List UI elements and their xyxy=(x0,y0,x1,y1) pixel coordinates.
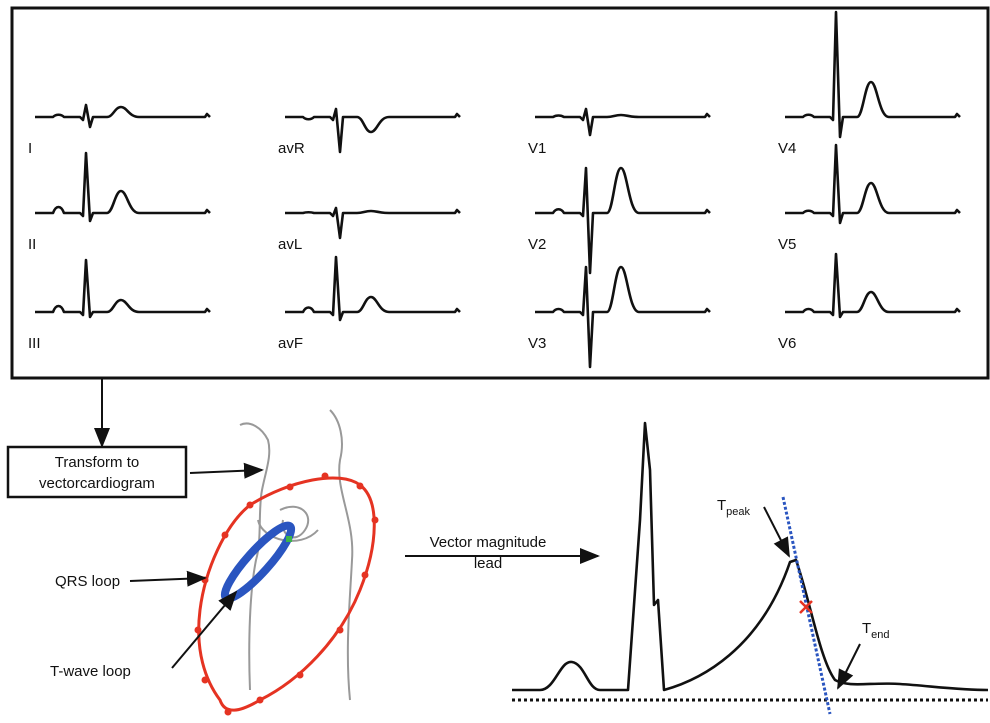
t-wave-loop xyxy=(220,521,296,603)
loop-dot xyxy=(356,482,364,490)
qrs-label: QRS loop xyxy=(55,573,120,590)
loop-origin xyxy=(286,536,292,542)
intersection-mark xyxy=(799,600,813,614)
t-peak-sub: peak xyxy=(726,506,750,518)
loop-dot xyxy=(296,671,304,679)
lead-label: V6 xyxy=(778,335,796,352)
loop-dot xyxy=(194,626,202,634)
lead-label: III xyxy=(28,335,41,352)
loop-dot xyxy=(256,696,264,704)
lead-label: V4 xyxy=(778,140,796,157)
ecg-panel-frame xyxy=(10,6,990,380)
lead-label: V5 xyxy=(778,236,796,253)
vm-label: lead xyxy=(474,555,502,572)
lead-label: avR xyxy=(278,140,305,157)
loop-dot xyxy=(246,501,254,509)
loop-dot xyxy=(361,571,369,579)
ecg-waveform xyxy=(535,107,711,137)
ecg-waveform xyxy=(785,143,961,225)
loop-dot xyxy=(336,626,344,634)
loop-dot xyxy=(321,472,329,480)
lead-label: V1 xyxy=(528,140,546,157)
t-end-main: T xyxy=(862,620,871,637)
t-peak-main: T xyxy=(717,497,726,514)
ecg-waveform xyxy=(785,252,961,319)
qrs-loop-dots xyxy=(194,472,379,716)
t-end-sub: end xyxy=(871,629,889,641)
loop-dot xyxy=(201,676,209,684)
lead-label: I xyxy=(28,140,32,157)
ecg-waveform xyxy=(35,103,211,129)
ecg-waveform xyxy=(35,258,211,319)
transform-text: vectorcardiogram xyxy=(39,475,155,492)
ecg-waveform xyxy=(35,151,211,223)
vm-waveform xyxy=(512,421,989,692)
t-peak-label: Tpeak xyxy=(717,497,751,518)
ecg-waveform xyxy=(535,265,711,369)
loop-dot xyxy=(286,483,294,491)
ecg-waveform xyxy=(785,10,961,139)
transform-text: Transform to xyxy=(55,454,139,471)
t-end-arrow xyxy=(837,643,861,690)
lead-label: avL xyxy=(278,236,302,253)
ecg-waveform xyxy=(285,107,461,154)
ecg-waveform xyxy=(285,206,461,240)
loop-dot xyxy=(224,708,232,716)
lead-label: avF xyxy=(278,335,303,352)
t-peak-arrow xyxy=(763,506,790,558)
lead-label: V3 xyxy=(528,335,546,352)
t-end-label: Tend xyxy=(862,620,890,641)
qrs-arrow xyxy=(129,570,207,587)
lead-label: V2 xyxy=(528,236,546,253)
torso-outline xyxy=(239,409,354,701)
t-wave-label: T-wave loop xyxy=(50,663,131,680)
transform-box xyxy=(6,445,188,499)
lead-label: II xyxy=(28,236,36,253)
loop-dot xyxy=(371,516,379,524)
ecg-waveform xyxy=(535,166,711,275)
arrow-right xyxy=(189,462,264,479)
ecg-waveform xyxy=(285,255,461,322)
loop-dot xyxy=(221,531,229,539)
vm-label: Vector magnitude xyxy=(430,534,547,551)
t-wave-arrow xyxy=(171,590,238,669)
